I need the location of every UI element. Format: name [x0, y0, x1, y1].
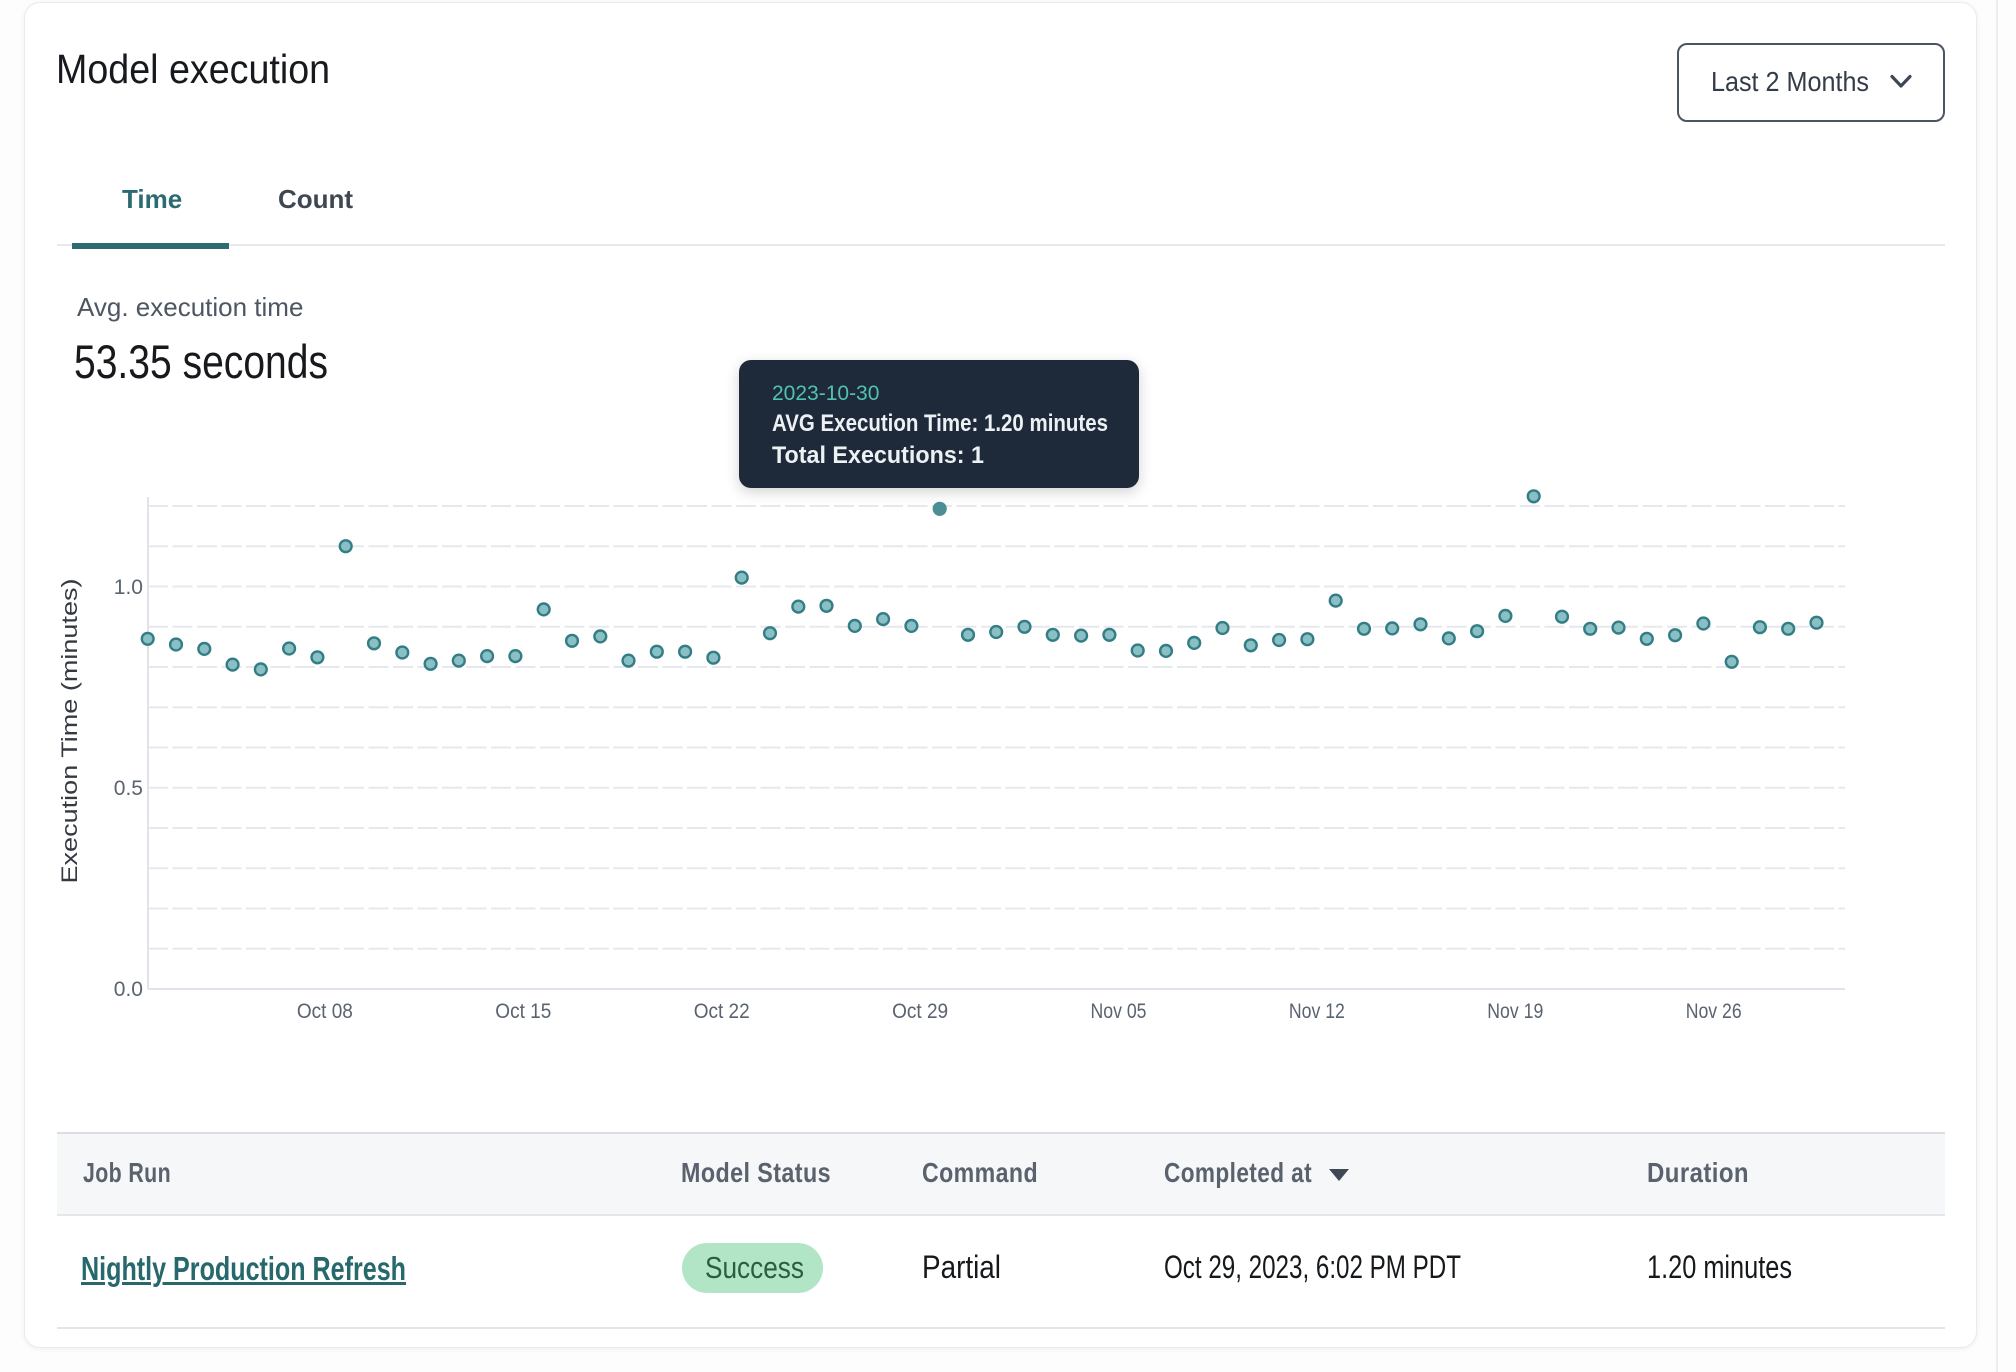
svg-text:Oct 29: Oct 29	[892, 1000, 948, 1023]
svg-text:1.0: 1.0	[114, 576, 143, 599]
svg-text:0.0: 0.0	[114, 978, 143, 1001]
svg-text:Nov 05: Nov 05	[1091, 1000, 1147, 1023]
svg-text:Nov 19: Nov 19	[1487, 1000, 1543, 1023]
svg-text:Oct 22: Oct 22	[694, 1000, 750, 1023]
svg-text:Oct 08: Oct 08	[297, 1000, 353, 1023]
svg-text:Oct 15: Oct 15	[495, 1000, 551, 1023]
svg-text:Nov 12: Nov 12	[1289, 1000, 1345, 1023]
svg-text:Nov 26: Nov 26	[1686, 1000, 1742, 1023]
svg-text:0.5: 0.5	[114, 777, 143, 800]
svg-text:Execution Time (minutes): Execution Time (minutes)	[57, 579, 82, 884]
